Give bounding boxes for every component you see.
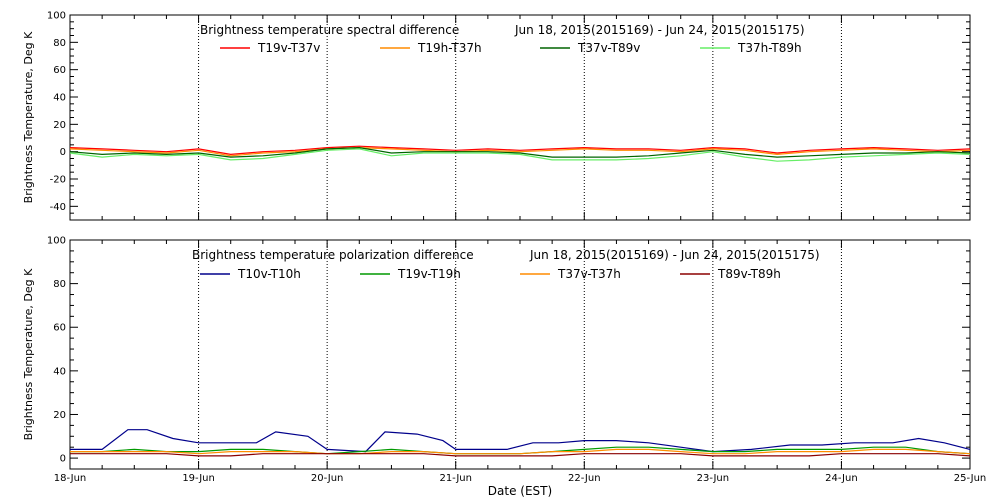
x-tick-label: 23-Jun: [697, 473, 730, 484]
y-tick-label: 0: [60, 147, 66, 158]
y-tick-label: -40: [50, 202, 66, 213]
x-tick-label: 19-Jun: [182, 473, 215, 484]
legend-label: T89v-T89h: [717, 267, 781, 281]
legend-label: T37v-T89v: [577, 41, 640, 55]
y-axis-label: Brightness Temperature, Deg K: [22, 268, 35, 440]
spectral-difference-panel: Brightness Temperature, Deg K -40 -20 0 20 4…: [22, 11, 971, 221]
series-line: [69, 146, 971, 157]
x-tick-label: 24-Jun: [825, 473, 858, 484]
series-line: [70, 448, 971, 455]
legend-label: T37v-T37h: [557, 267, 621, 281]
legend-label: T19h-T37h: [417, 41, 482, 55]
chart-title: Brightness temperature spectral differen…: [200, 23, 459, 37]
y-tick-label: 0: [60, 454, 66, 465]
chart-date-range: Jun 18, 2015(2015169) - Jun 24, 2015(201…: [514, 23, 805, 37]
y-tick-label: 60: [53, 323, 66, 334]
legend-label: T37h-T89h: [737, 41, 802, 55]
chart-title: Brightness temperature polarization diff…: [192, 248, 474, 262]
x-tick-label: 21-Jun: [439, 473, 472, 484]
x-tick-label: 18-Jun: [54, 473, 87, 484]
series-line: [70, 429, 971, 453]
y-tick-label: 20: [53, 120, 66, 131]
y-tick-label: 100: [47, 236, 66, 247]
y-tick-label: -20: [50, 175, 66, 186]
y-tick-label: 20: [53, 410, 66, 421]
x-tick-label: 20-Jun: [311, 473, 344, 484]
y-tick-label: 60: [53, 65, 66, 76]
x-tick-label: 25-Jun: [954, 473, 987, 484]
x-tick-label: 22-Jun: [568, 473, 601, 484]
series-line: [69, 145, 971, 156]
series-line: [70, 453, 971, 457]
series-line: [69, 148, 971, 162]
y-tick-label: 100: [47, 11, 66, 22]
legend-label: T19v-T19h: [397, 267, 461, 281]
y-tick-label: 40: [53, 366, 66, 377]
chart-date-range: Jun 18, 2015(2015169) - Jun 24, 2015(201…: [529, 248, 820, 262]
series-line: [69, 146, 971, 158]
y-tick-label: 80: [53, 279, 66, 290]
x-axis-label: Date (EST): [488, 484, 552, 498]
legend-label: T10v-T10h: [237, 267, 301, 281]
y-axis-label: Brightness Temperature, Deg K: [22, 31, 35, 203]
legend-label: T19v-T37v: [257, 41, 320, 55]
y-tick-label: 40: [53, 93, 66, 104]
y-tick-label: 80: [53, 38, 66, 49]
polarization-difference-panel: Brightness Temperature, Deg K Date (EST)…: [22, 236, 986, 499]
